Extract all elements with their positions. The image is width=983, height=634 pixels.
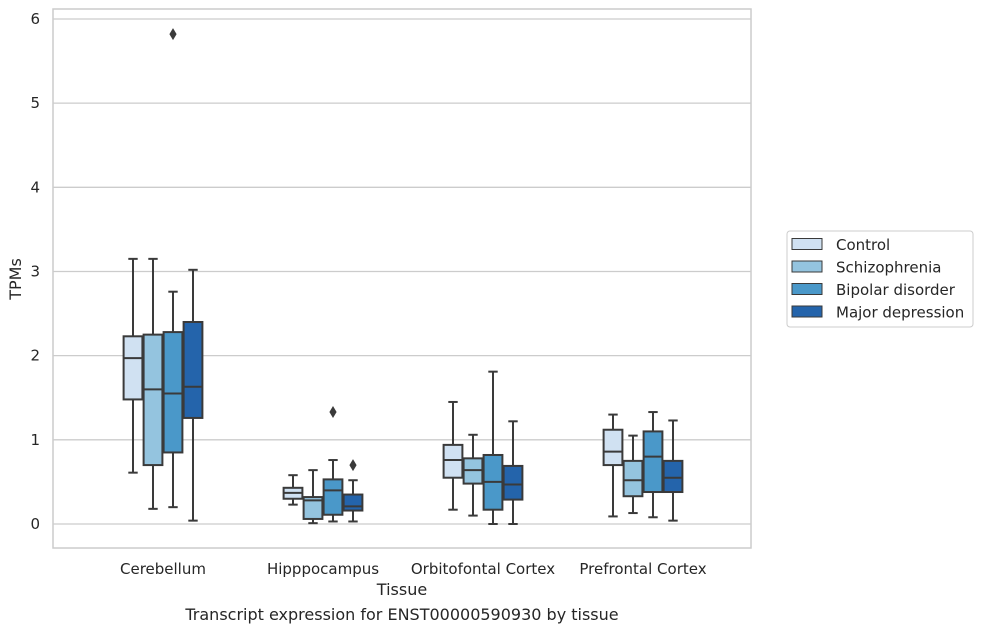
box-0-1 xyxy=(142,257,164,510)
box-body xyxy=(602,428,624,467)
x-tick-label: Cerebellum xyxy=(120,560,206,578)
box-body xyxy=(322,478,344,516)
x-tick-label: Prefrontal Cortex xyxy=(579,560,706,578)
outlier-marker xyxy=(329,406,337,419)
box-2-1 xyxy=(462,433,484,517)
legend-swatch xyxy=(791,260,823,273)
box-body xyxy=(622,459,644,498)
legend-label: Bipolar disorder xyxy=(836,281,956,299)
legend-swatch xyxy=(791,238,823,250)
box-1-3 xyxy=(342,459,364,523)
box-body xyxy=(122,335,144,401)
y-tick-labels: 0 1 2 3 4 5 6 xyxy=(30,10,40,533)
x-tick-label: Hipppocampus xyxy=(267,560,379,578)
box-body xyxy=(342,493,364,512)
legend: Control Schizophrenia Bipolar disorder Majo… xyxy=(786,230,974,328)
legend-swatch xyxy=(791,283,823,295)
box-2-0 xyxy=(442,400,464,511)
box-3-0 xyxy=(602,413,624,518)
box-1-1 xyxy=(302,469,324,525)
plot-frame xyxy=(52,8,752,549)
x-tick-labels: Cerebellum Hipppocampus Orbitofontal Corte… xyxy=(120,560,707,578)
box-body xyxy=(502,464,524,501)
box-2-3 xyxy=(502,420,524,525)
y-tick-label: 2 xyxy=(30,347,40,365)
box-body xyxy=(302,496,324,520)
box-0-3 xyxy=(182,268,204,522)
box-2-2 xyxy=(482,370,504,525)
legend-swatch xyxy=(791,305,823,318)
box-3-3 xyxy=(662,419,684,522)
outlier-marker xyxy=(349,459,357,472)
box-1-0 xyxy=(282,474,304,506)
legend-label: Major depression xyxy=(836,304,964,322)
outlier-marker xyxy=(169,28,177,41)
plot-background xyxy=(53,9,751,548)
box-body xyxy=(442,443,464,479)
x-tick-label: Orbitofontal Cortex xyxy=(411,560,555,578)
legend-label: Schizophrenia xyxy=(836,259,941,277)
box-3-2 xyxy=(642,411,664,519)
y-tick-label: 1 xyxy=(30,431,40,449)
y-tick-label: 3 xyxy=(30,262,40,280)
box-body xyxy=(662,459,684,494)
box-0-2 xyxy=(162,28,184,509)
chart-caption: Transcript expression for ENST0000059093… xyxy=(185,605,619,624)
box-body xyxy=(642,430,664,494)
x-axis-label: Tissue xyxy=(376,580,427,599)
y-axis-label: TPMs xyxy=(6,258,25,301)
box-body xyxy=(162,331,184,454)
y-tick-label: 6 xyxy=(30,10,40,28)
legend-label: Control xyxy=(836,236,890,254)
box-body xyxy=(182,320,204,419)
boxes xyxy=(122,28,684,525)
box-1-2 xyxy=(322,406,344,523)
box-3-1 xyxy=(622,434,644,515)
y-tick-label: 0 xyxy=(30,515,40,533)
box-body xyxy=(142,333,164,467)
legend-frame xyxy=(786,230,974,328)
box-0-0 xyxy=(122,257,144,474)
y-tick-label: 5 xyxy=(30,94,40,112)
y-tick-label: 4 xyxy=(30,178,40,196)
